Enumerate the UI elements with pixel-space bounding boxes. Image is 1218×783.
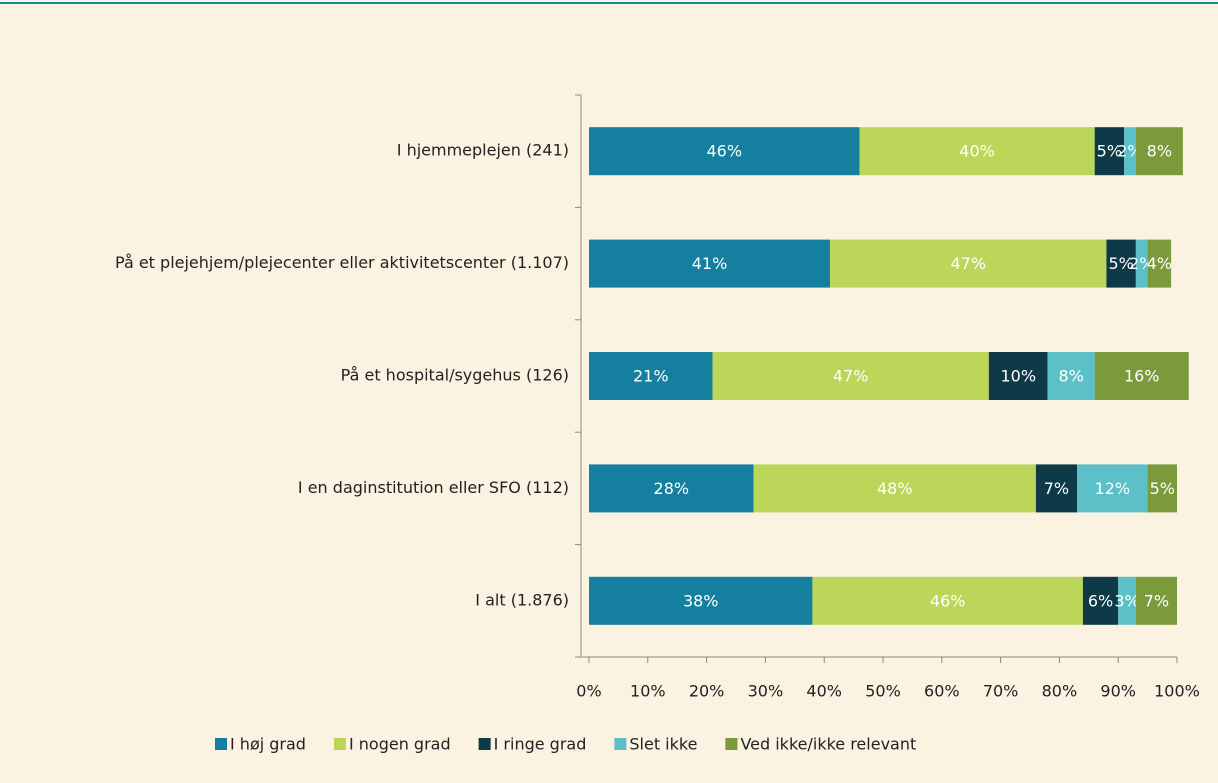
- bar-segment: [1147, 464, 1177, 513]
- data-label: 46%: [706, 142, 742, 161]
- data-label: 5%: [1108, 254, 1133, 273]
- x-tick-label: 80%: [1042, 682, 1078, 701]
- x-tick-label: 40%: [806, 682, 842, 701]
- data-label: 47%: [833, 367, 869, 386]
- bar-segment: [589, 127, 860, 176]
- bar-segment: [830, 239, 1107, 288]
- y-tick-label: På et hospital/sygehus (126): [341, 366, 569, 385]
- bar-segment: [589, 576, 813, 625]
- data-label: 3%: [1114, 591, 1139, 610]
- data-label: 4%: [1147, 254, 1172, 273]
- x-tick-label: 60%: [924, 682, 960, 701]
- data-label: 8%: [1147, 142, 1172, 161]
- bar-segment: [1047, 352, 1095, 400]
- bar-segment: [859, 127, 1095, 176]
- bar-segment: [589, 352, 713, 400]
- legend-label: I høj grad: [230, 735, 306, 754]
- legend-label: Ved ikke/ikke relevant: [740, 735, 916, 754]
- bar-segment: [812, 576, 1083, 625]
- legend-label: I nogen grad: [349, 735, 451, 754]
- x-tick-label: 100%: [1154, 682, 1200, 701]
- bar-segment: [753, 464, 1036, 513]
- y-tick-label: På et plejehjem/plejecenter eller aktivi…: [115, 253, 569, 272]
- y-tick-label: I en daginstitution eller SFO (112): [298, 478, 569, 497]
- bar-segment: [589, 239, 831, 288]
- legend-swatch: [478, 738, 491, 750]
- bar-segment: [1035, 464, 1078, 513]
- data-label: 8%: [1058, 367, 1083, 386]
- legend-label: Slet ikke: [629, 735, 697, 754]
- bar-segment: [712, 352, 989, 400]
- data-label: 7%: [1144, 591, 1169, 610]
- y-tick-label: I alt (1.876): [475, 590, 569, 609]
- legend-swatch: [215, 738, 227, 750]
- bar-segment: [1094, 127, 1125, 176]
- data-label: 5%: [1097, 142, 1122, 161]
- data-label: 5%: [1150, 479, 1175, 498]
- y-tick-label: I hjemmeplejen (241): [397, 141, 569, 160]
- x-tick-label: 30%: [748, 682, 784, 701]
- bar-segment: [1147, 239, 1172, 288]
- bar-segment: [1135, 576, 1177, 625]
- data-label: 38%: [683, 591, 719, 610]
- bar-segment: [1135, 239, 1148, 288]
- data-label: 47%: [950, 254, 986, 273]
- data-label: 48%: [877, 479, 913, 498]
- x-tick-label: 70%: [983, 682, 1019, 701]
- bar-segment: [1077, 464, 1148, 513]
- legend-label: I ringe grad: [494, 735, 587, 754]
- legend-swatch: [333, 738, 346, 750]
- x-tick-label: 50%: [865, 682, 901, 701]
- bar-segment: [1135, 127, 1183, 176]
- data-label: 21%: [633, 367, 669, 386]
- bar-segment: [589, 464, 754, 513]
- legend-swatch: [614, 738, 627, 750]
- bar-segment: [988, 352, 1048, 400]
- x-tick-label: 0%: [576, 682, 601, 701]
- data-label: 46%: [930, 591, 966, 610]
- data-label: 6%: [1088, 591, 1113, 610]
- legend-swatch: [725, 738, 738, 750]
- bar-segment: [1124, 127, 1136, 176]
- data-label: 40%: [959, 142, 995, 161]
- data-label: 7%: [1044, 479, 1069, 498]
- data-label: 12%: [1095, 479, 1131, 498]
- data-label: 41%: [692, 254, 728, 273]
- data-label: 28%: [654, 479, 690, 498]
- bar-segment: [1118, 576, 1136, 625]
- data-label: 16%: [1124, 367, 1160, 386]
- data-label: 10%: [1000, 367, 1036, 386]
- x-tick-label: 90%: [1100, 682, 1136, 701]
- x-tick-label: 10%: [630, 682, 666, 701]
- bar-segment: [1094, 352, 1189, 400]
- x-tick-label: 20%: [689, 682, 725, 701]
- bar-segment: [1106, 239, 1136, 288]
- bar-segment: [1082, 576, 1119, 625]
